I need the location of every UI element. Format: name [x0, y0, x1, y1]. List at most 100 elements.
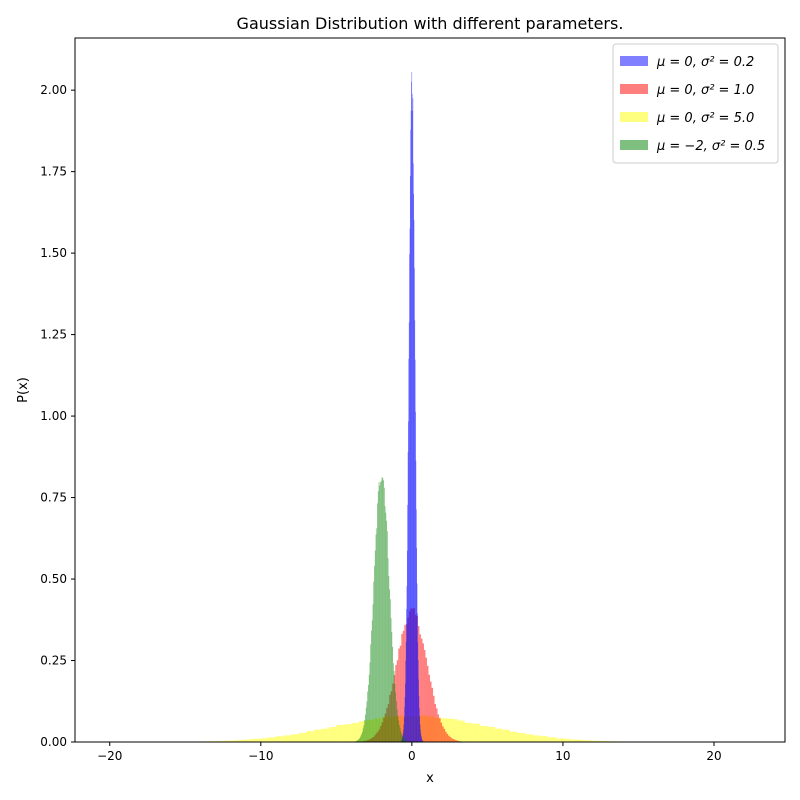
histogram-bar [414, 267, 415, 742]
histogram-bar [407, 451, 409, 742]
histogram-bar [402, 735, 403, 742]
histogram-bar [420, 733, 422, 742]
histogram-bar [382, 477, 384, 742]
histogram-bar [404, 706, 405, 742]
histogram-bar [423, 650, 426, 742]
histogram-bar [367, 691, 369, 742]
histogram-bar [215, 740, 224, 742]
histogram-bar [578, 739, 586, 742]
histogram-bar [393, 670, 395, 742]
histogram-bar [398, 720, 400, 742]
histogram-bar [397, 716, 399, 742]
histogram-bar [555, 738, 563, 742]
histogram-bar [417, 660, 419, 742]
histogram-bar [365, 707, 367, 742]
histogram-bar [351, 722, 359, 742]
histogram-bar [359, 737, 361, 742]
histogram-bar [411, 81, 412, 742]
legend: μ = 0, σ² = 0.2 μ = 0, σ² = 1.0 μ = 0, σ² … [612, 43, 779, 164]
histogram-bar [399, 724, 400, 742]
histogram-bar [366, 701, 368, 742]
histogram-bar [371, 620, 373, 742]
histogram-bar [377, 491, 379, 742]
histogram-bar [411, 93, 413, 743]
histogram-bar [394, 683, 396, 742]
histogram-bar [392, 646, 393, 742]
histogram-bar [402, 630, 405, 742]
histogram-bar [384, 506, 386, 742]
x-tick-label: 0 [408, 749, 416, 763]
histogram-bar [457, 740, 459, 742]
histogram-bar [419, 716, 421, 742]
histogram-bar [439, 718, 441, 742]
y-tick-label: 1.25 [40, 328, 67, 342]
legend-box [612, 43, 779, 164]
histogram-bar [409, 176, 411, 742]
histogram-bar [359, 721, 367, 742]
histogram-bar [452, 739, 455, 742]
histogram-bar [369, 662, 371, 742]
histogram-bar [417, 642, 419, 742]
histogram-bar [368, 684, 369, 742]
legend-label: μ = −2, σ² = 0.5 [656, 139, 765, 154]
histogram-bar [422, 740, 424, 742]
histogram-bar [405, 660, 407, 742]
histogram-bar [376, 528, 378, 742]
histogram-bar [464, 722, 473, 742]
histogram-bar [472, 723, 480, 742]
histogram-bar [585, 740, 594, 742]
histogram-bar [406, 740, 408, 742]
histogram-bar [374, 550, 376, 742]
histogram-bar [412, 110, 413, 742]
histogram-bar [396, 660, 399, 742]
histogram-bar [408, 358, 410, 742]
y-tick-label: 2.00 [40, 83, 67, 97]
chart-title: Gaussian Distribution with different par… [237, 14, 624, 33]
histogram-bar [406, 586, 408, 742]
histogram-bar [487, 726, 495, 742]
histogram-bar [391, 632, 393, 742]
histogram-bar [405, 740, 407, 742]
histogram-bar [517, 732, 526, 742]
histogram-bar [419, 708, 420, 742]
histogram-bar [414, 320, 416, 742]
legend-swatch [620, 140, 648, 150]
histogram-bar [396, 709, 398, 742]
histogram-bar [306, 731, 314, 742]
histogram-bar [375, 534, 377, 742]
histogram-bar [440, 722, 443, 742]
histogram-bar [403, 738, 405, 742]
histogram-bar [510, 731, 518, 742]
x-tick-label: −20 [97, 749, 122, 763]
histogram-bar [365, 714, 366, 742]
histogram-bar [451, 738, 453, 742]
histogram-bar [414, 359, 416, 742]
legend-label: μ = 0, σ² = 1.0 [656, 83, 754, 98]
legend-swatch [620, 84, 648, 94]
histogram-bar [321, 728, 329, 742]
histogram-bar [388, 576, 390, 742]
histogram-bar [409, 254, 410, 743]
histogram-bar [479, 725, 488, 742]
histogram-bar [416, 509, 417, 742]
histogram-bar [400, 731, 402, 742]
histogram-bar [433, 695, 435, 742]
histogram-bar [223, 740, 231, 742]
histogram-bar [420, 735, 422, 742]
histogram-bar [454, 739, 456, 742]
legend-label: μ = 0, σ² = 5.0 [656, 111, 754, 126]
histogram-bar [422, 740, 423, 742]
histogram-bar [409, 228, 411, 742]
histogram-bar [407, 505, 408, 742]
histogram-bar [383, 480, 384, 742]
histogram-bar [283, 735, 292, 742]
legend-swatch [620, 112, 648, 122]
histogram-bar [389, 589, 390, 742]
histogram-bar [408, 421, 409, 742]
histogram-bar [343, 724, 352, 742]
histogram-bar [593, 740, 601, 742]
histogram-bar [428, 674, 430, 742]
y-tick-label: 1.50 [40, 246, 67, 260]
histogram-bar [405, 641, 407, 742]
